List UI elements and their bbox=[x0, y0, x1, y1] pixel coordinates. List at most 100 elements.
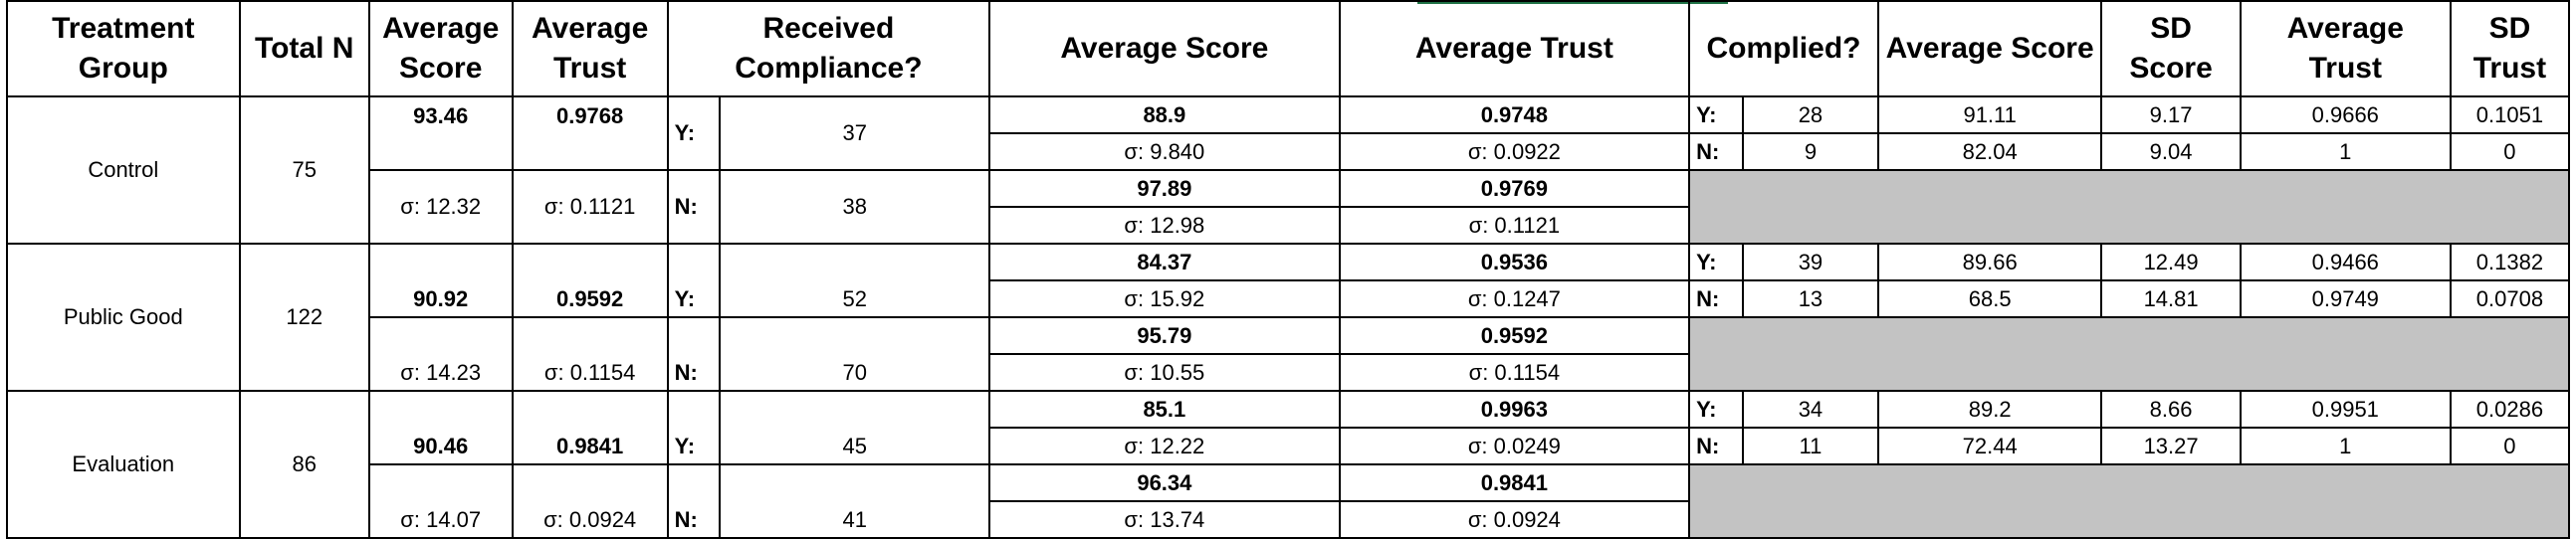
complied-n-count[interactable]: 9 bbox=[1742, 132, 1879, 171]
received-y-count[interactable]: 37 bbox=[719, 95, 991, 171]
y-score-sd-cell[interactable]: σ: 9.840 bbox=[988, 132, 1341, 171]
y-average-trust-cell[interactable]: 0.9963 bbox=[1338, 390, 1691, 429]
complied-n-avg-trust[interactable]: 1 bbox=[2239, 427, 2452, 465]
complied-n-count[interactable]: 13 bbox=[1742, 279, 1879, 318]
average-score-sd-cell[interactable]: σ: 14.07 bbox=[367, 463, 514, 539]
complied-y-count[interactable]: 34 bbox=[1742, 390, 1879, 429]
y-average-score-cell[interactable]: 84.37 bbox=[988, 243, 1341, 281]
n-average-trust-cell[interactable]: 0.9592 bbox=[1338, 316, 1691, 355]
y-average-score-cell[interactable]: 88.9 bbox=[988, 95, 1341, 134]
received-y-count[interactable]: 52 bbox=[719, 243, 991, 318]
complied-y-sd-trust[interactable]: 0.0286 bbox=[2449, 390, 2571, 429]
header-sd-trust[interactable]: SD Trust bbox=[2449, 0, 2571, 97]
y-trust-sd-cell[interactable]: σ: 0.0249 bbox=[1338, 427, 1691, 465]
empty-gray-block[interactable] bbox=[1688, 316, 2570, 392]
complied-y-sd-trust[interactable]: 0.1051 bbox=[2449, 95, 2571, 134]
n-average-score-cell[interactable]: 95.79 bbox=[988, 316, 1341, 355]
complied-y-avg-score[interactable]: 89.2 bbox=[1876, 390, 2103, 429]
received-y-count[interactable]: 45 bbox=[719, 390, 991, 465]
received-y-label[interactable]: Y: bbox=[666, 390, 722, 465]
complied-n-label[interactable]: N: bbox=[1688, 279, 1744, 318]
complied-n-avg-trust[interactable]: 0.9749 bbox=[2239, 279, 2452, 318]
average-trust-cell[interactable]: 0.9841 bbox=[511, 390, 669, 465]
treatment-group-cell[interactable]: Evaluation bbox=[6, 390, 241, 539]
received-n-count[interactable]: 70 bbox=[719, 316, 991, 392]
n-average-trust-cell[interactable]: 0.9769 bbox=[1338, 169, 1691, 208]
complied-n-avg-score[interactable]: 72.44 bbox=[1876, 427, 2103, 465]
received-n-label[interactable]: N: bbox=[666, 316, 722, 392]
complied-y-count[interactable]: 39 bbox=[1742, 243, 1879, 281]
n-average-trust-cell[interactable]: 0.9841 bbox=[1338, 463, 1691, 502]
complied-y-avg-trust[interactable]: 0.9666 bbox=[2239, 95, 2452, 134]
complied-y-label[interactable]: Y: bbox=[1688, 390, 1744, 429]
complied-y-label[interactable]: Y: bbox=[1688, 243, 1744, 281]
complied-n-label[interactable]: N: bbox=[1688, 132, 1744, 171]
complied-n-avg-score[interactable]: 68.5 bbox=[1876, 279, 2103, 318]
y-score-sd-cell[interactable]: σ: 12.22 bbox=[988, 427, 1341, 465]
average-score-cell[interactable]: 90.92 bbox=[367, 243, 514, 318]
n-average-score-cell[interactable]: 96.34 bbox=[988, 463, 1341, 502]
header-average-trust[interactable]: Average Trust bbox=[511, 0, 669, 97]
n-score-sd-cell[interactable]: σ: 10.55 bbox=[988, 353, 1341, 392]
received-n-count[interactable]: 38 bbox=[719, 169, 991, 245]
n-average-score-cell[interactable]: 97.89 bbox=[988, 169, 1341, 208]
y-average-trust-cell[interactable]: 0.9748 bbox=[1338, 95, 1691, 134]
header-total-n[interactable]: Total N bbox=[238, 0, 370, 97]
total-n-cell[interactable]: 122 bbox=[238, 243, 370, 392]
complied-y-label[interactable]: Y: bbox=[1688, 95, 1744, 134]
received-y-label[interactable]: Y: bbox=[666, 243, 722, 318]
y-trust-sd-cell[interactable]: σ: 0.1247 bbox=[1338, 279, 1691, 318]
y-score-sd-cell[interactable]: σ: 15.92 bbox=[988, 279, 1341, 318]
header-average-score-2[interactable]: Average Score bbox=[988, 0, 1341, 97]
n-score-sd-cell[interactable]: σ: 12.98 bbox=[988, 206, 1341, 245]
total-n-cell[interactable]: 86 bbox=[238, 390, 370, 539]
complied-y-avg-trust[interactable]: 0.9466 bbox=[2239, 243, 2452, 281]
complied-n-avg-score[interactable]: 82.04 bbox=[1876, 132, 2103, 171]
complied-n-sd-trust[interactable]: 0 bbox=[2449, 132, 2571, 171]
header-average-trust-2[interactable]: Average Trust bbox=[1338, 0, 1691, 97]
empty-gray-block[interactable] bbox=[1688, 463, 2570, 539]
complied-n-sd-score[interactable]: 13.27 bbox=[2100, 427, 2242, 465]
average-score-sd-cell[interactable]: σ: 12.32 bbox=[367, 169, 514, 245]
y-trust-sd-cell[interactable]: σ: 0.0922 bbox=[1338, 132, 1691, 171]
average-score-cell[interactable]: 93.46 bbox=[367, 95, 514, 171]
header-average-score[interactable]: Average Score bbox=[367, 0, 514, 97]
complied-y-avg-trust[interactable]: 0.9951 bbox=[2239, 390, 2452, 429]
average-trust-cell[interactable]: 0.9592 bbox=[511, 243, 669, 318]
n-trust-sd-cell[interactable]: σ: 0.1154 bbox=[1338, 353, 1691, 392]
treatment-group-cell[interactable]: Control bbox=[6, 95, 241, 245]
total-n-cell[interactable]: 75 bbox=[238, 95, 370, 245]
header-average-trust-3[interactable]: Average Trust bbox=[2239, 0, 2452, 97]
complied-n-count[interactable]: 11 bbox=[1742, 427, 1879, 465]
complied-n-sd-score[interactable]: 9.04 bbox=[2100, 132, 2242, 171]
complied-y-avg-score[interactable]: 89.66 bbox=[1876, 243, 2103, 281]
complied-y-avg-score[interactable]: 91.11 bbox=[1876, 95, 2103, 134]
average-trust-cell[interactable]: 0.9768 bbox=[511, 95, 669, 171]
average-score-sd-cell[interactable]: σ: 14.23 bbox=[367, 316, 514, 392]
received-y-label[interactable]: Y: bbox=[666, 95, 722, 171]
header-average-score-3[interactable]: Average Score bbox=[1876, 0, 2103, 97]
complied-y-sd-trust[interactable]: 0.1382 bbox=[2449, 243, 2571, 281]
y-average-score-cell[interactable]: 85.1 bbox=[988, 390, 1341, 429]
average-trust-sd-cell[interactable]: σ: 0.1121 bbox=[511, 169, 669, 245]
complied-n-label[interactable]: N: bbox=[1688, 427, 1744, 465]
treatment-group-cell[interactable]: Public Good bbox=[6, 243, 241, 392]
n-trust-sd-cell[interactable]: σ: 0.0924 bbox=[1338, 500, 1691, 539]
header-sd-score[interactable]: SD Score bbox=[2100, 0, 2242, 97]
complied-y-sd-score[interactable]: 12.49 bbox=[2100, 243, 2242, 281]
received-n-count[interactable]: 41 bbox=[719, 463, 991, 539]
complied-n-sd-trust[interactable]: 0.0708 bbox=[2449, 279, 2571, 318]
complied-n-sd-score[interactable]: 14.81 bbox=[2100, 279, 2242, 318]
n-trust-sd-cell[interactable]: σ: 0.1121 bbox=[1338, 206, 1691, 245]
received-n-label[interactable]: N: bbox=[666, 169, 722, 245]
average-trust-sd-cell[interactable]: σ: 0.0924 bbox=[511, 463, 669, 539]
y-average-trust-cell[interactable]: 0.9536 bbox=[1338, 243, 1691, 281]
n-score-sd-cell[interactable]: σ: 13.74 bbox=[988, 500, 1341, 539]
header-complied[interactable]: Complied? bbox=[1688, 0, 1879, 97]
average-trust-sd-cell[interactable]: σ: 0.1154 bbox=[511, 316, 669, 392]
complied-n-avg-trust[interactable]: 1 bbox=[2239, 132, 2452, 171]
header-treatment-group[interactable]: Treatment Group bbox=[6, 0, 241, 97]
average-score-cell[interactable]: 90.46 bbox=[367, 390, 514, 465]
header-received-compliance[interactable]: Received Compliance? bbox=[666, 0, 991, 97]
received-n-label[interactable]: N: bbox=[666, 463, 722, 539]
